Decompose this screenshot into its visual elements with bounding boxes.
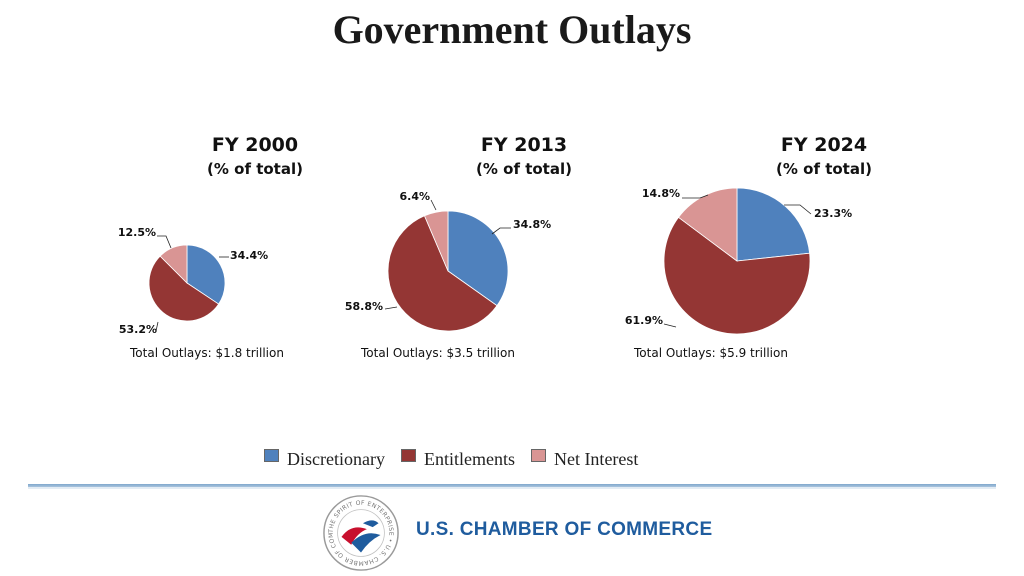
leader-line-net-interest	[682, 194, 709, 199]
total-outlays-fy2000: Total Outlays: $1.8 trillion	[130, 346, 284, 360]
chart-title: FY 2024	[780, 134, 868, 156]
chart-title: FY 2000	[211, 134, 299, 156]
total-outlays-fy2024: Total Outlays: $5.9 trillion	[634, 346, 788, 360]
data-label-discretionary: 34.8%	[513, 218, 551, 231]
legend-swatch-entitlements	[400, 448, 416, 462]
leader-line-net-interest	[157, 235, 172, 249]
data-label-entitlements: 53.2%	[119, 323, 157, 336]
leader-line-entitlements	[155, 321, 159, 332]
leader-line-discretionary	[491, 227, 511, 235]
chamber-seal-logo: THE SPIRIT OF ENTERPRISE • U.S. CHAMBER …	[322, 494, 399, 571]
brand-wordmark: U.S. CHAMBER OF COMMERCE	[416, 519, 713, 540]
legend-item-discretionary: Discretionary	[264, 448, 385, 470]
pie-slice-entitlements	[148, 255, 220, 322]
chart-header-fy2000: FY 2000 (% of total)	[155, 132, 355, 180]
total-outlays-fy2013: Total Outlays: $3.5 trillion	[361, 346, 515, 360]
data-label-discretionary: 23.3%	[814, 207, 852, 220]
pie-slice-entitlements	[387, 215, 498, 332]
pie-fy-2024: 23.3% 61.9% 14.8%	[625, 187, 852, 335]
leader-line-net-interest	[430, 199, 437, 211]
pie-slice-net-interest	[159, 244, 188, 284]
legend-label: Entitlements	[423, 448, 515, 469]
chart-subtitle: (% of total)	[207, 160, 303, 178]
leader-line-entitlements	[663, 323, 677, 328]
chart-header-fy2024: FY 2024 (% of total)	[724, 132, 924, 180]
pie-fy-2013: 34.8% 58.8% 6.4%	[345, 190, 551, 332]
pie-fy-2000: 34.4% 53.2% 12.5%	[118, 226, 268, 336]
chart-title: FY 2013	[480, 134, 568, 156]
data-label-net-interest: 12.5%	[118, 226, 156, 239]
chart-subtitle: (% of total)	[776, 160, 872, 178]
legend-swatch-net-interest	[530, 448, 546, 462]
pie-slice-net-interest	[677, 187, 738, 262]
slide-title: Government Outlays	[332, 7, 692, 52]
data-label-net-interest: 14.8%	[642, 187, 680, 200]
leader-line-entitlements	[384, 306, 398, 310]
chart-legend: Discretionary Entitlements Net Interest	[264, 447, 654, 471]
data-label-entitlements: 61.9%	[625, 314, 663, 327]
pie-slice-discretionary	[736, 187, 811, 262]
pie-slice-entitlements	[663, 216, 811, 335]
pie-slice-discretionary	[447, 210, 509, 307]
legend-swatch-discretionary	[264, 448, 279, 462]
legend-item-net-interest: Net Interest	[530, 448, 639, 470]
data-label-net-interest: 6.4%	[399, 190, 430, 203]
data-label-discretionary: 34.4%	[230, 249, 268, 262]
footer-divider-shadow	[28, 487, 996, 489]
legend-label: Net Interest	[553, 448, 639, 469]
legend-label: Discretionary	[287, 448, 385, 469]
chart-subtitle: (% of total)	[476, 160, 572, 178]
leader-line-discretionary	[784, 204, 812, 215]
legend-item-entitlements: Entitlements	[400, 448, 515, 470]
data-label-entitlements: 58.8%	[345, 300, 383, 313]
footer-divider	[28, 484, 996, 487]
pie-slice-net-interest	[423, 210, 449, 272]
chart-header-fy2013: FY 2013 (% of total)	[424, 132, 624, 180]
